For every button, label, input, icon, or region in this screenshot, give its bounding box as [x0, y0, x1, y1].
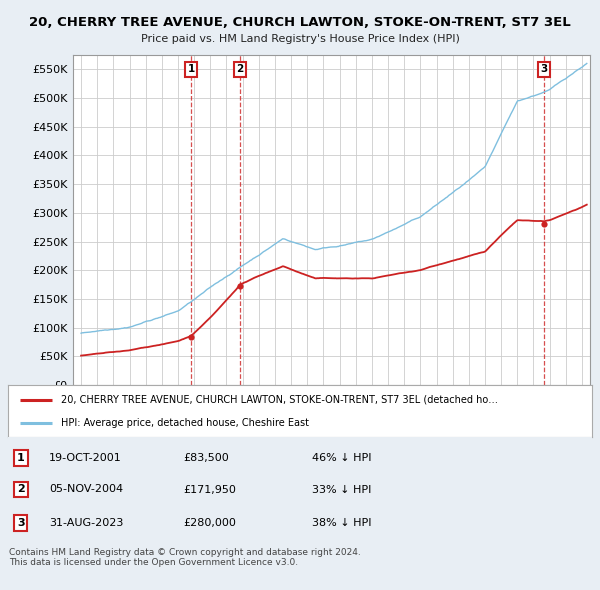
Text: £280,000: £280,000 — [183, 518, 236, 528]
Text: £171,950: £171,950 — [183, 484, 236, 494]
Text: HPI: Average price, detached house, Cheshire East: HPI: Average price, detached house, Ches… — [61, 418, 308, 428]
Text: 19-OCT-2001: 19-OCT-2001 — [49, 453, 122, 463]
Text: 3: 3 — [17, 518, 25, 528]
Text: 46% ↓ HPI: 46% ↓ HPI — [311, 453, 371, 463]
Text: 1: 1 — [17, 453, 25, 463]
Text: £83,500: £83,500 — [183, 453, 229, 463]
Text: 1: 1 — [187, 64, 194, 74]
Text: 05-NOV-2004: 05-NOV-2004 — [49, 484, 123, 494]
Text: 20, CHERRY TREE AVENUE, CHURCH LAWTON, STOKE-ON-TRENT, ST7 3EL (detached ho…: 20, CHERRY TREE AVENUE, CHURCH LAWTON, S… — [61, 395, 497, 405]
Text: 3: 3 — [541, 64, 548, 74]
Text: 20, CHERRY TREE AVENUE, CHURCH LAWTON, STOKE-ON-TRENT, ST7 3EL: 20, CHERRY TREE AVENUE, CHURCH LAWTON, S… — [29, 16, 571, 29]
Text: 38% ↓ HPI: 38% ↓ HPI — [311, 518, 371, 528]
Text: 31-AUG-2023: 31-AUG-2023 — [49, 518, 123, 528]
Text: Contains HM Land Registry data © Crown copyright and database right 2024.
This d: Contains HM Land Registry data © Crown c… — [9, 548, 361, 568]
Text: 2: 2 — [17, 484, 25, 494]
Text: Price paid vs. HM Land Registry's House Price Index (HPI): Price paid vs. HM Land Registry's House … — [140, 34, 460, 44]
Text: 2: 2 — [236, 64, 244, 74]
Text: 33% ↓ HPI: 33% ↓ HPI — [311, 484, 371, 494]
